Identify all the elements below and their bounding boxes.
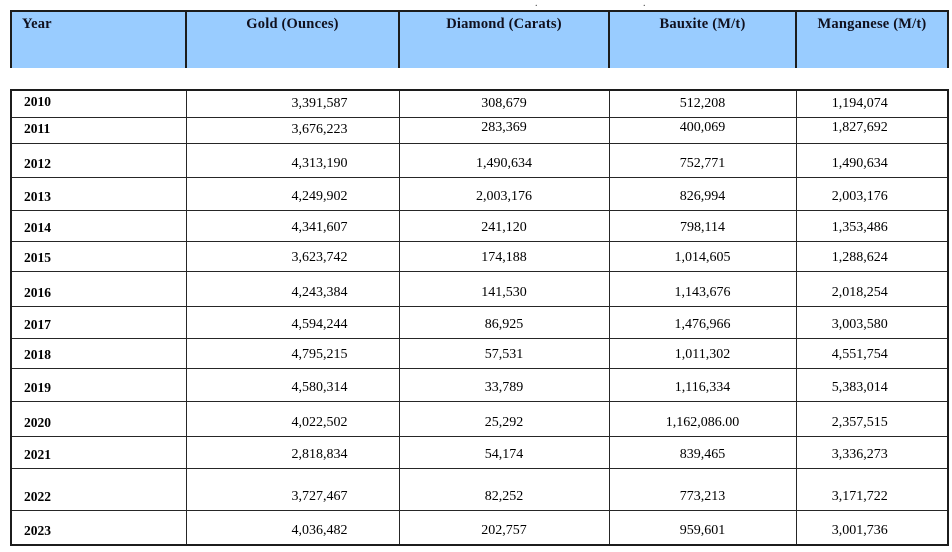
cropped-text-fragment: . <box>535 0 538 9</box>
gold-cell: 3,623,742 <box>185 240 400 272</box>
gold-cell: 4,580,314 <box>185 367 400 402</box>
manganese-cell: 3,336,273 <box>795 435 949 469</box>
production-table-body: 2010 3,391,587 308,679 512,208 1,194,074… <box>10 89 949 546</box>
bauxite-cell: 798,114 <box>608 209 797 242</box>
gold-cell: 3,676,223 <box>185 116 400 144</box>
year-cell: 2011 <box>10 116 187 144</box>
year-cell: 2012 <box>10 142 187 178</box>
manganese-cell: 4,551,754 <box>795 337 949 369</box>
diamond-cell: 33,789 <box>398 367 610 402</box>
header-cell-gold: Gold (Ounces) <box>185 10 399 68</box>
table-row: 2010 3,391,587 308,679 512,208 1,194,074 <box>10 89 949 118</box>
year-cell: 2010 <box>10 89 187 118</box>
bauxite-cell: 752,771 <box>608 142 797 178</box>
diamond-cell: 1,490,634 <box>398 142 610 178</box>
year-cell: 2022 <box>10 467 187 511</box>
diamond-cell: 2,003,176 <box>398 176 610 211</box>
gold-cell: 4,243,384 <box>185 270 400 307</box>
manganese-cell: 1,288,624 <box>795 240 949 272</box>
gold-cell: 4,036,482 <box>185 509 400 546</box>
diamond-cell: 241,120 <box>398 209 610 242</box>
year-cell: 2019 <box>10 367 187 402</box>
year-cell: 2014 <box>10 209 187 242</box>
table-row: 2020 4,022,502 25,292 1,162,086.00 2,357… <box>10 400 949 437</box>
diamond-cell: 141,530 <box>398 270 610 307</box>
table-row: 2018 4,795,215 57,531 1,011,302 4,551,75… <box>10 337 949 369</box>
manganese-cell: 2,003,176 <box>795 176 949 211</box>
manganese-cell: 2,357,515 <box>795 400 949 437</box>
table-row: 2017 4,594,244 86,925 1,476,966 3,003,58… <box>10 305 949 339</box>
year-cell: 2013 <box>10 176 187 211</box>
diamond-cell: 57,531 <box>398 337 610 369</box>
manganese-cell: 1,827,692 <box>795 116 949 144</box>
year-cell: 2016 <box>10 270 187 307</box>
gold-cell: 4,313,190 <box>185 142 400 178</box>
gold-cell: 2,818,834 <box>185 435 400 469</box>
table-row: 2021 2,818,834 54,174 839,465 3,336,273 <box>10 435 949 469</box>
bauxite-cell: 1,143,676 <box>608 270 797 307</box>
bauxite-cell: 1,011,302 <box>608 337 797 369</box>
gold-cell: 4,594,244 <box>185 305 400 339</box>
table-row: 2015 3,623,742 174,188 1,014,605 1,288,6… <box>10 240 949 272</box>
header-cell-bauxite: Bauxite (M/t) <box>608 10 796 68</box>
bauxite-cell: 826,994 <box>608 176 797 211</box>
manganese-cell: 3,001,736 <box>795 509 949 546</box>
bauxite-cell: 512,208 <box>608 89 797 118</box>
bauxite-cell: 1,014,605 <box>608 240 797 272</box>
diamond-cell: 82,252 <box>398 467 610 511</box>
header-row: Year Gold (Ounces) Diamond (Carats) Baux… <box>10 10 949 68</box>
table-row: 2013 4,249,902 2,003,176 826,994 2,003,1… <box>10 176 949 211</box>
manganese-cell: 1,353,486 <box>795 209 949 242</box>
bauxite-cell: 1,162,086.00 <box>608 400 797 437</box>
bauxite-cell: 400,069 <box>608 116 797 144</box>
manganese-cell: 1,194,074 <box>795 89 949 118</box>
gold-cell: 4,795,215 <box>185 337 400 369</box>
gold-cell: 4,022,502 <box>185 400 400 437</box>
header-cell-diamond: Diamond (Carats) <box>398 10 609 68</box>
year-cell: 2017 <box>10 305 187 339</box>
manganese-cell: 5,383,014 <box>795 367 949 402</box>
table-row: 2014 4,341,607 241,120 798,114 1,353,486 <box>10 209 949 242</box>
manganese-cell: 2,018,254 <box>795 270 949 307</box>
table-row: 2023 4,036,482 202,757 959,601 3,001,736 <box>10 509 949 546</box>
cropped-text-fragment: . <box>643 0 646 9</box>
table-row: 2019 4,580,314 33,789 1,116,334 5,383,01… <box>10 367 949 402</box>
gold-cell: 4,341,607 <box>185 209 400 242</box>
production-table-header: Year Gold (Ounces) Diamond (Carats) Baux… <box>10 10 949 68</box>
table-row: 2022 3,727,467 82,252 773,213 3,171,722 <box>10 467 949 511</box>
bauxite-cell: 1,116,334 <box>608 367 797 402</box>
table-row: 2011 3,676,223 283,369 400,069 1,827,692 <box>10 116 949 144</box>
gold-cell: 3,727,467 <box>185 467 400 511</box>
diamond-cell: 202,757 <box>398 509 610 546</box>
diamond-cell: 308,679 <box>398 89 610 118</box>
gold-cell: 4,249,902 <box>185 176 400 211</box>
bauxite-cell: 1,476,966 <box>608 305 797 339</box>
diamond-cell: 283,369 <box>398 116 610 144</box>
bauxite-cell: 839,465 <box>608 435 797 469</box>
bauxite-cell: 959,601 <box>608 509 797 546</box>
diamond-cell: 25,292 <box>398 400 610 437</box>
table-row: 2012 4,313,190 1,490,634 752,771 1,490,6… <box>10 142 949 178</box>
diamond-cell: 174,188 <box>398 240 610 272</box>
year-cell: 2015 <box>10 240 187 272</box>
gold-cell: 3,391,587 <box>185 89 400 118</box>
year-cell: 2023 <box>10 509 187 546</box>
year-cell: 2020 <box>10 400 187 437</box>
bauxite-cell: 773,213 <box>608 467 797 511</box>
manganese-cell: 3,171,722 <box>795 467 949 511</box>
cropped-text-fragment: ʼ <box>96 0 103 8</box>
table-row: 2016 4,243,384 141,530 1,143,676 2,018,2… <box>10 270 949 307</box>
header-cell-year: Year <box>10 10 186 68</box>
year-cell: 2018 <box>10 337 187 369</box>
header-cell-manganese: Manganese (M/t) <box>795 10 949 68</box>
diamond-cell: 54,174 <box>398 435 610 469</box>
manganese-cell: 3,003,580 <box>795 305 949 339</box>
diamond-cell: 86,925 <box>398 305 610 339</box>
production-table: 2010 3,391,587 308,679 512,208 1,194,074… <box>10 89 949 546</box>
manganese-cell: 1,490,634 <box>795 142 949 178</box>
year-cell: 2021 <box>10 435 187 469</box>
